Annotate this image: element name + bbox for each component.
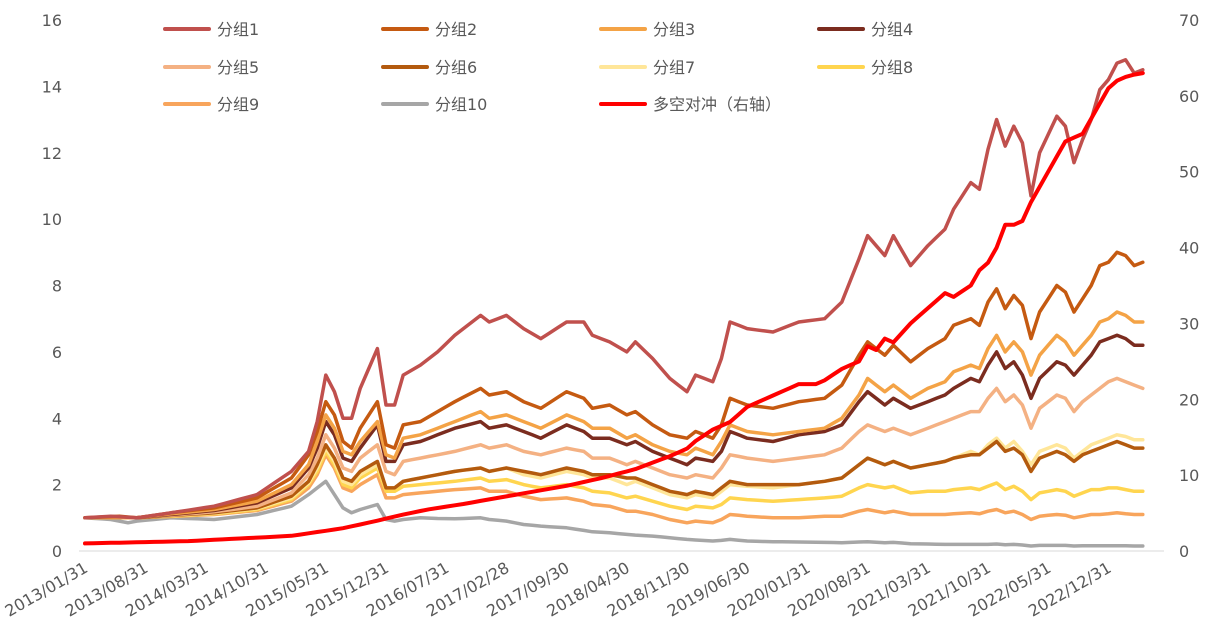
y-right-tick-label: 20 — [1179, 390, 1199, 409]
series-lines — [83, 58, 1145, 548]
legend: 分组1 分组2 分组3 分组4 分组5 分组6 分组7 分组8 分组9 分组10 多空对冲（右轴） — [163, 20, 913, 114]
legend-label: 多空对冲（右轴） — [653, 95, 781, 114]
legend-label: 分组2 — [435, 20, 477, 39]
y-left-tick-label: 10 — [42, 210, 62, 229]
legend-label: 分组4 — [871, 20, 913, 39]
y-right-tick-label: 40 — [1179, 239, 1199, 258]
y-left-tick-label: 2 — [52, 476, 62, 495]
series-line — [83, 376, 1145, 520]
y-right-tick-label: 10 — [1179, 466, 1199, 485]
y-left-tick-label: 14 — [42, 77, 62, 96]
legend-label: 分组6 — [435, 58, 477, 77]
legend-label: 分组3 — [653, 20, 695, 39]
legend-label: 分组5 — [217, 58, 259, 77]
y-axis-left: 0 2 4 6 8 10 12 14 16 — [42, 11, 62, 561]
y-left-tick-label: 12 — [42, 144, 62, 163]
y-axis-right: 0 10 20 30 40 50 60 70 — [1179, 11, 1199, 561]
y-right-tick-label: 50 — [1179, 163, 1199, 182]
y-right-tick-label: 70 — [1179, 11, 1199, 30]
legend-label: 分组7 — [653, 58, 695, 77]
series-line — [83, 479, 1145, 548]
y-right-tick-label: 60 — [1179, 87, 1199, 106]
legend-label: 分组1 — [217, 20, 259, 39]
y-left-tick-label: 8 — [52, 277, 62, 296]
legend-label: 分组9 — [217, 95, 259, 114]
y-left-tick-label: 4 — [52, 409, 62, 428]
y-left-tick-label: 16 — [42, 11, 62, 30]
series-line — [83, 310, 1145, 520]
series-line — [83, 71, 1145, 546]
y-left-tick-label: 0 — [52, 542, 62, 561]
series-line — [83, 58, 1145, 520]
series-line — [83, 333, 1145, 520]
legend-label: 分组8 — [871, 58, 913, 77]
y-right-tick-label: 0 — [1179, 542, 1189, 561]
x-axis: 2013/01/312013/08/312014/03/312014/10/31… — [2, 558, 1115, 621]
y-right-tick-label: 30 — [1179, 314, 1199, 333]
legend-label: 分组10 — [435, 95, 487, 114]
series-line — [83, 250, 1145, 520]
y-left-tick-label: 6 — [52, 343, 62, 362]
